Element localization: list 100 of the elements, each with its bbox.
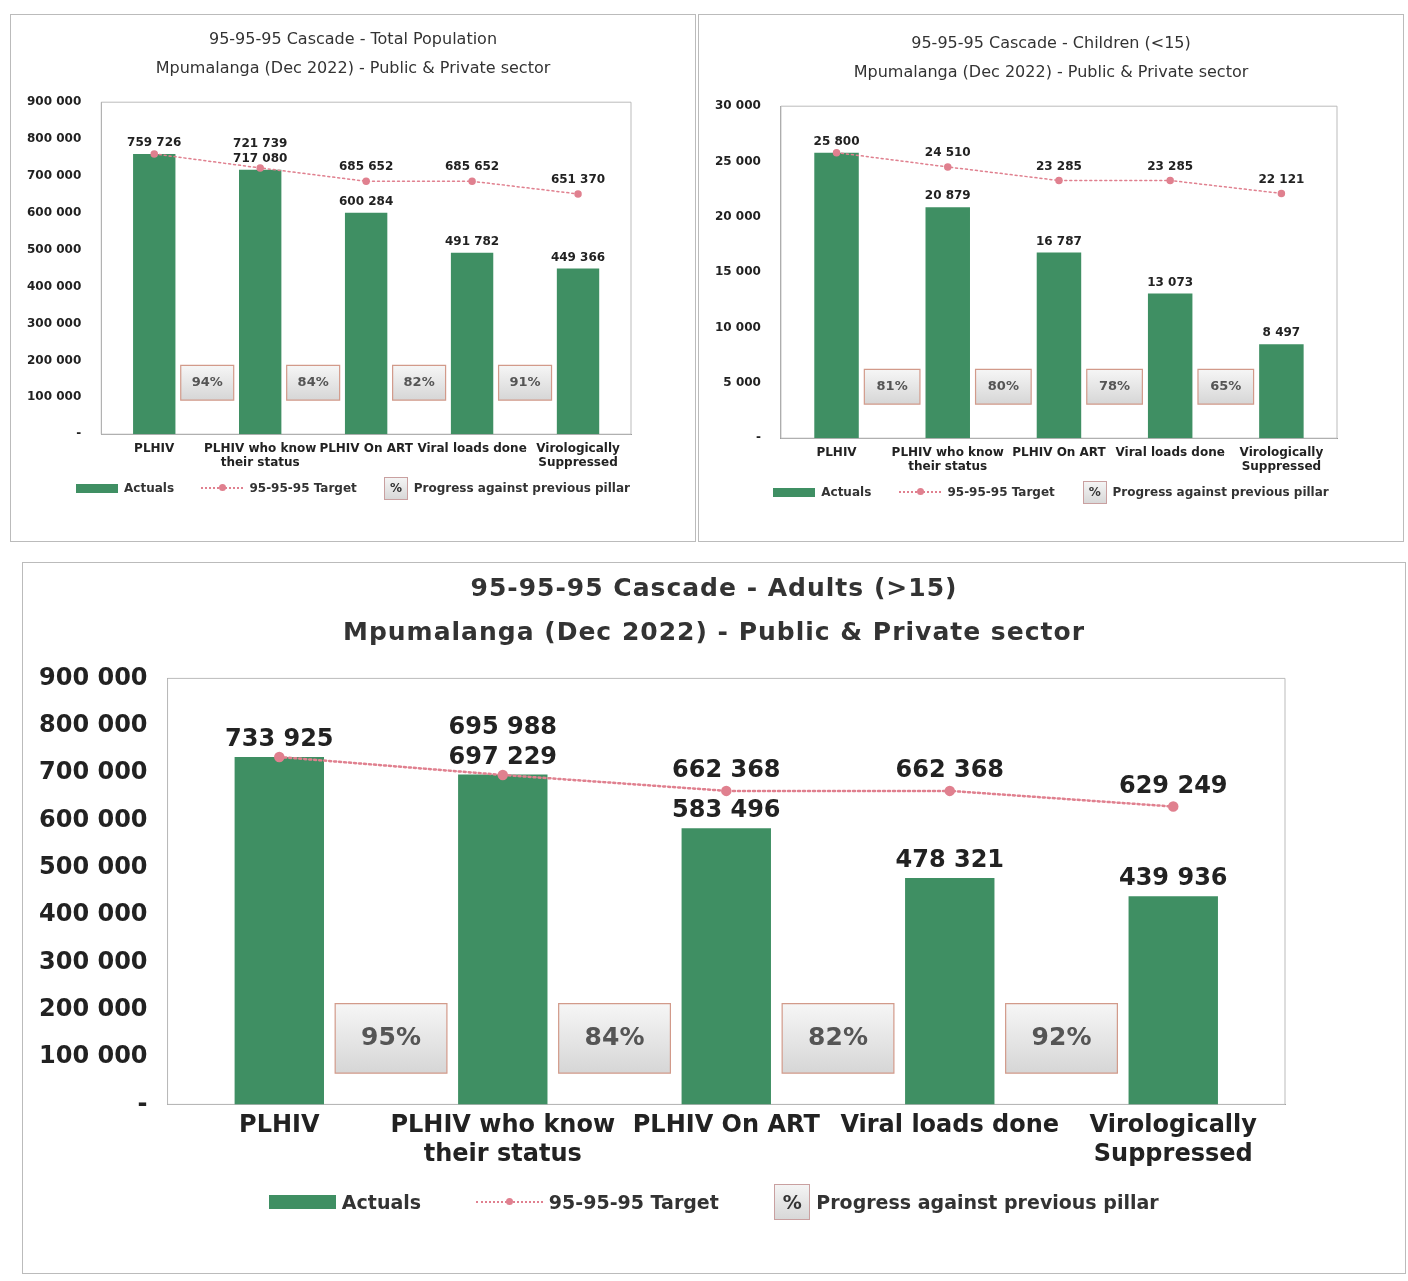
y-tick-label: 400 000: [26, 278, 82, 293]
annotation: 95%: [361, 1021, 421, 1051]
y-tick-label: 400 000: [38, 899, 148, 928]
x-tick-label: Viral loads done: [840, 1110, 1060, 1139]
x-tick-label: Viral loads done: [417, 440, 527, 455]
bar: [925, 206, 970, 438]
text: Progress against previous pillar: [413, 481, 630, 496]
y-tick-label: 15 000: [714, 263, 761, 278]
data-label: 651 370: [550, 171, 606, 186]
data-label: 16 787: [1035, 233, 1082, 248]
bar: [556, 268, 600, 434]
point: [1166, 176, 1174, 184]
bar: [239, 169, 282, 434]
bar: [814, 152, 859, 438]
point: [1055, 176, 1063, 184]
bar: [905, 878, 995, 1105]
data-label: 23 285: [1035, 158, 1082, 173]
data-label: 685 652: [444, 158, 500, 173]
bar: [133, 153, 176, 434]
x-tick-label: PLHIV: [239, 1110, 320, 1139]
y-tick-label: 200 000: [26, 352, 82, 367]
legend-label: Actuals: [124, 481, 175, 496]
y-tick-label: 30 000: [714, 97, 761, 112]
y-tick-label: 800 000: [26, 130, 82, 145]
bar: [1259, 343, 1304, 438]
bar: [1147, 293, 1193, 438]
text: %: [1082, 480, 1107, 505]
data-label: 25 800: [813, 133, 860, 148]
x-tick-label: PLHIV: [134, 440, 176, 455]
data-label: 733 925: [225, 724, 334, 753]
chart-subtitle: Mpumalanga (Dec 2022) - Public & Private sector: [852, 61, 1250, 81]
chart-title: 95-95-95 Cascade - Total Population: [207, 29, 499, 48]
data-label: 662 368: [895, 755, 1005, 784]
data-label: 491 782: [444, 233, 500, 248]
legend-label: Actuals: [341, 1191, 422, 1214]
data-label: 22 121: [1258, 171, 1305, 186]
y-tick-label: 600 000: [38, 804, 148, 833]
y-tick-label: 900 000: [38, 662, 148, 691]
annotation: 92%: [1031, 1021, 1092, 1051]
x-tick-label: PLHIV On ART: [319, 440, 414, 455]
point: [274, 751, 285, 763]
point: [468, 177, 476, 185]
bar: [681, 828, 771, 1105]
point: [497, 769, 509, 781]
legend-label: 95-95-95 Target: [947, 485, 1055, 500]
bar: [234, 757, 324, 1105]
x-tick-label: Virologically Suppressed: [1089, 1110, 1258, 1167]
x-tick-label: PLHIV On ART: [1012, 444, 1107, 459]
y-tick-label: 700 000: [26, 167, 82, 182]
point: [256, 163, 264, 172]
x-tick-label: Virologically Suppressed: [1239, 444, 1324, 473]
chart-title: 95-95-95 Cascade - Children (<15): [910, 33, 1192, 52]
data-label: 20 879: [924, 187, 971, 202]
y-tick-label: 20 000: [714, 208, 761, 223]
data-label: 478 321: [895, 845, 1005, 874]
y-tick-label: 300 000: [26, 315, 82, 330]
data-label: 629 249: [1118, 770, 1228, 799]
point: [150, 149, 158, 158]
data-label: 8 497: [1262, 324, 1301, 339]
data-label: 13 073: [1147, 274, 1194, 289]
data-label: 697 229: [448, 741, 558, 770]
annotation: 84%: [297, 373, 329, 389]
legend-label: Actuals: [821, 485, 872, 500]
chart-subtitle: Mpumalanga (Dec 2022) - Public & Private sector: [154, 57, 552, 77]
y-tick-label: 900 000: [26, 93, 82, 108]
point: [944, 785, 956, 797]
y-tick-label: 700 000: [38, 757, 148, 786]
chart-title: 95-95-95 Cascade - Adults (>15): [469, 573, 959, 602]
point: [944, 162, 952, 171]
bar: [458, 774, 548, 1105]
y-tick-label: -: [755, 429, 761, 444]
data-label: 583 496: [671, 795, 781, 824]
point: [574, 189, 582, 198]
x-tick-label: PLHIV who know their status: [891, 444, 1004, 473]
point: [362, 177, 370, 185]
x-tick-label: PLHIV On ART: [632, 1110, 821, 1139]
y-tick-label: 100 000: [38, 1041, 148, 1070]
y-tick-label: 100 000: [26, 389, 82, 404]
bar: [450, 252, 494, 434]
y-tick-label: 5 000: [723, 374, 761, 389]
data-label: 695 988: [448, 711, 558, 740]
y-tick-label: 500 000: [38, 851, 148, 880]
point: [832, 148, 841, 157]
bar: [1128, 896, 1218, 1105]
x-tick-label: PLHIV: [816, 444, 858, 459]
y-tick-label: 25 000: [714, 153, 761, 168]
annotation: 80%: [987, 377, 1019, 393]
annotation: 94%: [191, 373, 223, 389]
x-tick-label: Viral loads done: [1115, 444, 1225, 459]
annotation: 91%: [509, 373, 541, 389]
y-tick-label: 500 000: [26, 241, 82, 256]
annotation: 82%: [403, 373, 435, 389]
y-tick-label: -: [76, 425, 82, 440]
bar: [344, 212, 388, 434]
legend-label: 95-95-95 Target: [249, 481, 357, 496]
data-label: 600 284: [339, 193, 394, 208]
data-label: 685 652: [339, 158, 394, 173]
annotation: 65%: [1210, 377, 1242, 393]
text: Progress against previous pillar: [816, 1191, 1159, 1214]
data-label: 449 366: [550, 249, 606, 264]
